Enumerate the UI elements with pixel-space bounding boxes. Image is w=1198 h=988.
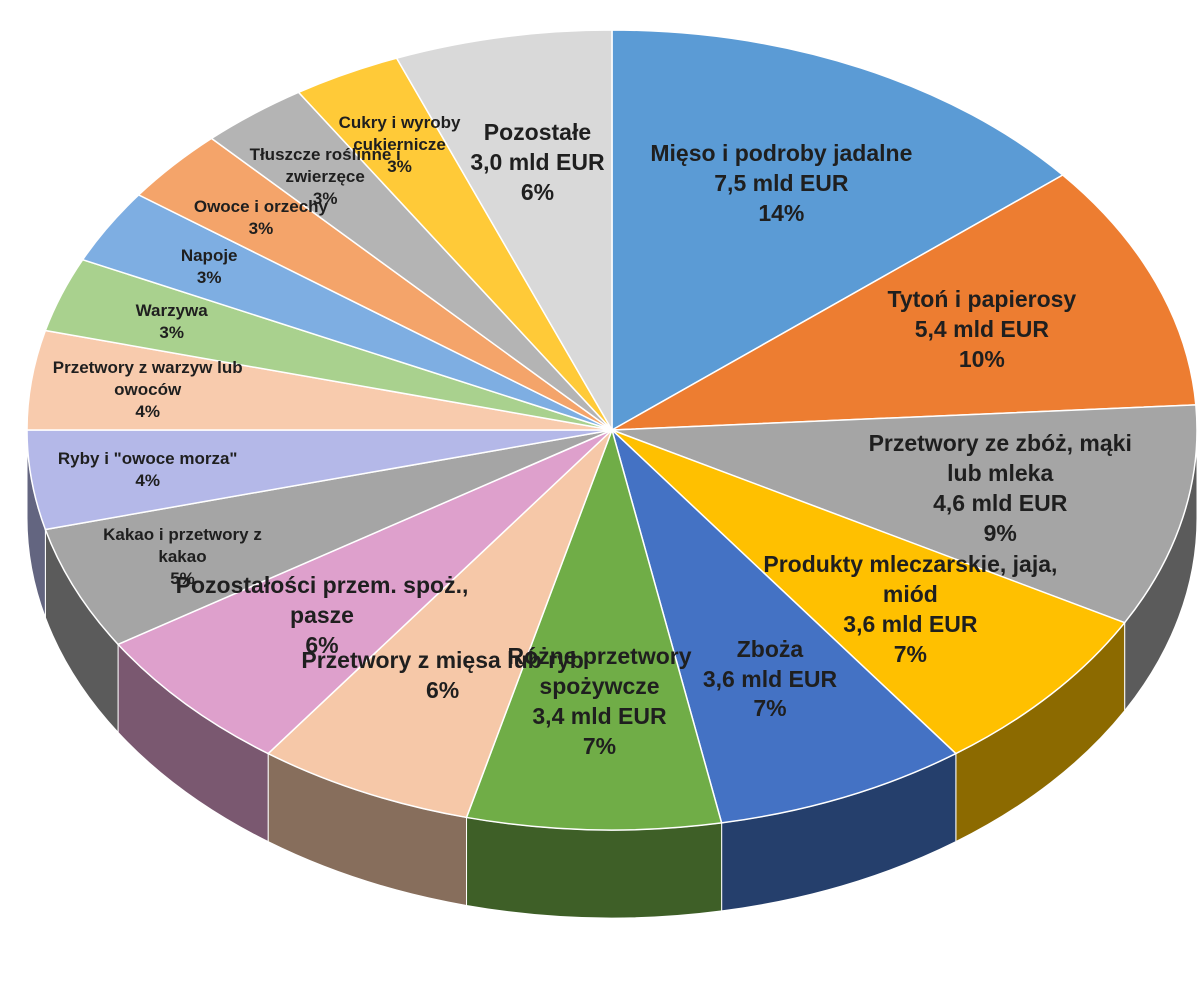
category-label: Przetwory z mięsa lub ryb: [301, 647, 584, 674]
slice: [266, 429, 613, 819]
category-label: Kakao i przetwory z kakao: [103, 524, 262, 567]
amount-label: 3,6 mld EUR: [843, 610, 978, 637]
percent-label: 4%: [135, 401, 160, 421]
slice-label: Produkty mleczarskie, jaja, miód 3,6 mld …: [760, 550, 1060, 670]
slice-label: Tłuszcze roślinne i zwierzęce 3%: [225, 144, 425, 210]
category-label: Produkty mleczarskie, jaja, miód: [763, 551, 1058, 607]
slice: [611, 429, 1126, 755]
percent-label: 6%: [520, 178, 555, 205]
category-label: Ryby i "owoce morza": [57, 449, 238, 468]
amount-label: 3,0 mld EUR: [470, 148, 605, 175]
slice-label: Cukry i wyroby cukiernicze 3%: [300, 112, 500, 178]
category-label: Cukry i wyroby cukiernicze: [338, 112, 461, 154]
percent-label: 3%: [196, 268, 222, 288]
slice: [465, 427, 723, 831]
amount-label: 4,6 mld EUR: [933, 490, 1068, 517]
category-label: Różne przetwory spożywcze: [507, 643, 692, 699]
slice-label: Tytoń i papierosy 5,4 mld EUR 10%: [832, 285, 1132, 375]
slice: [611, 174, 1197, 431]
slice-label: Przetwory ze zbóż, mąki lub mleka 4,6 mld…: [850, 430, 1150, 550]
percent-label: 5%: [170, 569, 195, 589]
percent-label: 3%: [248, 219, 274, 239]
percent-label: 4%: [135, 471, 160, 491]
category-label: Pozostałości przem. spoż., pasze: [175, 572, 469, 629]
slice-label: Ryby i "owoce morza" 4%: [48, 448, 248, 492]
percent-label: 6%: [426, 677, 460, 704]
slice-label: Różne przetwory spożywcze 3,4 mld EUR 7%: [450, 642, 750, 762]
percent-label: 10%: [958, 345, 1005, 372]
category-label: Warzywa: [135, 300, 208, 320]
category-label: Pozostałe: [483, 118, 592, 145]
slice: [611, 29, 1065, 432]
category-label: Owoce i orzechy: [193, 197, 329, 217]
slice-label: Pozostałości przem. spoż., pasze 6%: [172, 571, 472, 661]
percent-label: 3%: [159, 322, 184, 342]
slice: [611, 404, 1198, 624]
amount-label: 3,4 mld EUR: [532, 702, 667, 729]
percent-label: 7%: [582, 732, 617, 759]
amount-label: 5,4 mld EUR: [914, 315, 1049, 342]
slice-side: [466, 816, 723, 919]
slice-label: Kakao i przetwory z kakao 5%: [82, 524, 282, 590]
percent-label: 7%: [753, 695, 787, 722]
percent-label: 9%: [983, 520, 1017, 547]
percent-label: 3%: [387, 156, 412, 176]
slice: [395, 29, 613, 433]
category-label: Tytoń i papierosy: [887, 286, 1077, 313]
slice-label: Zboża 3,6 mld EUR 7%: [620, 635, 920, 725]
category-label: Tłuszcze roślinne i zwierzęce: [249, 145, 401, 187]
category-label: Przetwory ze zbóż, mąki lub mleka: [868, 430, 1132, 487]
slice-label: Pozostałe 3,0 mld EUR 6%: [387, 118, 687, 208]
slice-label: Przetwory z mięsa lub ryb 6%: [293, 646, 593, 706]
slice: [44, 429, 613, 646]
slice-label: Mięso i podroby jadalne 7,5 mld EUR 14%: [631, 139, 931, 229]
slice: [610, 427, 958, 824]
slice-label: Owoce i orzechy 3%: [161, 196, 361, 240]
amount-label: 7,5 mld EUR: [714, 169, 849, 196]
category-label: Zboża: [736, 635, 804, 662]
category-label: Przetwory z warzyw lub owoców: [52, 357, 243, 399]
slice-label: Napoje 3%: [109, 245, 309, 289]
amount-label: 3,6 mld EUR: [702, 665, 838, 692]
slice: [116, 429, 613, 755]
slice-label: Przetwory z warzyw lub owoców 4%: [48, 357, 248, 423]
percent-label: 6%: [305, 632, 339, 659]
category-label: Napoje: [180, 246, 238, 265]
percent-label: 14%: [758, 199, 805, 226]
percent-label: 7%: [893, 640, 928, 667]
category-label: Mięso i podroby jadalne: [650, 140, 913, 167]
slice-label: Warzywa 3%: [72, 300, 272, 344]
percent-label: 3%: [312, 189, 338, 209]
